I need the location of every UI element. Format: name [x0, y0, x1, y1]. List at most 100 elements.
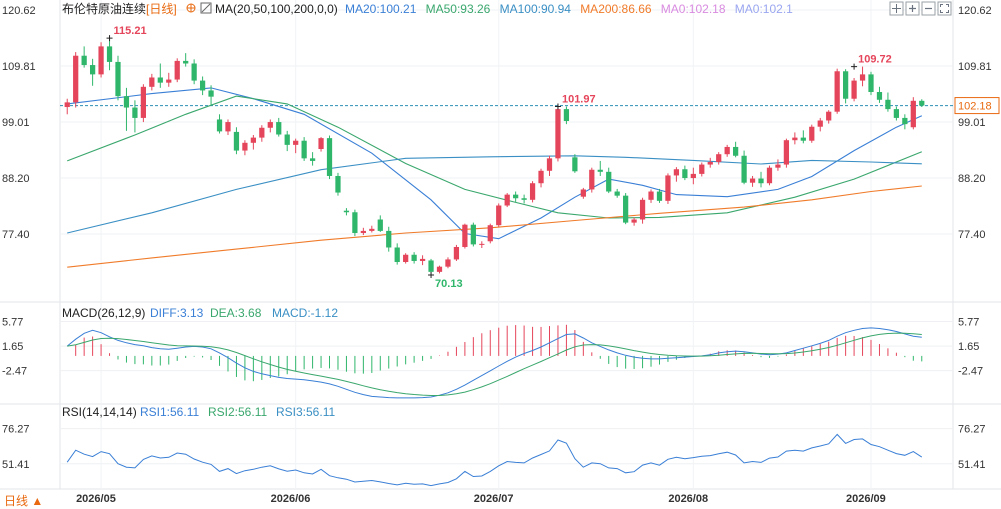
candle — [919, 99, 925, 108]
candle — [885, 92, 891, 112]
macd-dea-line — [67, 332, 922, 396]
candle — [656, 188, 663, 203]
candle-body — [614, 191, 620, 196]
indicator-toggle-icon[interactable] — [200, 2, 212, 14]
ma-legend-item: MA50:93.26 — [426, 2, 491, 16]
candle — [360, 227, 366, 236]
candle — [614, 188, 620, 198]
candle-body — [842, 71, 849, 99]
candle — [377, 215, 383, 232]
date-tick: 2026/08 — [668, 493, 708, 505]
rsi2-legend: RSI2:56.11 — [208, 405, 267, 419]
candle-body — [716, 154, 722, 162]
candle-body — [309, 158, 316, 161]
candle-body — [733, 146, 739, 156]
candle-body — [885, 99, 891, 110]
candle-body — [606, 171, 612, 192]
candle-body — [690, 173, 696, 179]
candle-body — [403, 254, 409, 263]
candle — [792, 132, 798, 145]
candle-body — [834, 71, 840, 112]
candle-body — [377, 219, 383, 231]
candle — [826, 110, 832, 124]
candle — [191, 59, 197, 85]
candle — [149, 73, 155, 91]
candle — [623, 193, 629, 225]
candle-body — [868, 74, 874, 92]
candle — [199, 76, 206, 96]
indicator-toggle-slash — [201, 3, 211, 13]
candle — [682, 165, 688, 181]
macd-macd-legend: MACD:-1.12 — [272, 306, 338, 320]
rsi3-legend: RSI3:56.11 — [276, 405, 335, 419]
candle — [64, 98, 70, 115]
settings-icon[interactable] — [186, 3, 196, 13]
candle-body — [766, 167, 773, 184]
zoom-in-icon[interactable] — [905, 1, 920, 16]
macd-dea-legend: DEA:3.68 — [210, 306, 262, 320]
candle-body — [436, 266, 443, 272]
candle-body — [191, 63, 197, 81]
candle-body — [462, 224, 468, 247]
candle-body — [623, 195, 629, 223]
candle-body — [749, 178, 756, 183]
price-tick-right: 109.81 — [958, 61, 992, 73]
candle-body — [639, 199, 646, 220]
candle — [800, 130, 806, 144]
period-button[interactable]: 日线 ▲ — [0, 491, 58, 509]
candle — [555, 106, 561, 162]
candle-body — [589, 169, 595, 190]
price-tick-right: 120.62 — [958, 5, 992, 17]
candle-body — [800, 137, 806, 141]
candle-body — [656, 191, 663, 201]
candle-body — [199, 80, 206, 91]
candle-body — [783, 140, 790, 165]
candle — [453, 244, 460, 261]
candle — [216, 114, 223, 134]
candle-body — [360, 230, 366, 233]
candle-body — [183, 60, 189, 64]
candle-body — [707, 161, 713, 165]
candle-body — [513, 194, 519, 199]
crosshair-icon[interactable] — [889, 1, 904, 16]
annotation-marker — [428, 271, 435, 278]
candle — [699, 162, 705, 177]
macd-tick-left: 1.65 — [2, 341, 23, 353]
candle — [648, 189, 654, 203]
chart-toolbar — [889, 1, 952, 16]
candle — [733, 141, 739, 158]
candle-body — [64, 102, 70, 108]
candle — [242, 140, 248, 156]
ma-legend-item: MA0:102.1 — [735, 2, 793, 16]
candle — [504, 193, 510, 208]
candle — [174, 58, 180, 83]
last-price-badge — [954, 97, 1000, 115]
candle — [479, 241, 485, 249]
candle-body — [487, 225, 493, 242]
fullscreen-icon[interactable] — [937, 1, 952, 16]
candle — [546, 155, 553, 176]
candle-body — [876, 91, 883, 100]
candle-body — [115, 61, 121, 97]
candle-body — [98, 46, 104, 75]
candle — [741, 150, 747, 185]
candle-body — [631, 219, 637, 223]
zoom-out-icon[interactable] — [921, 1, 936, 16]
candle-body — [394, 247, 400, 263]
candle — [834, 68, 840, 114]
candle-body — [208, 90, 214, 97]
candle — [98, 42, 104, 78]
candle-body — [580, 189, 586, 197]
candle-body — [81, 55, 87, 66]
date-tick: 2026/05 — [76, 493, 116, 505]
candle — [851, 78, 857, 102]
candle — [639, 197, 646, 224]
candle — [817, 117, 823, 132]
rsi-title: RSI(14,14,14) — [62, 405, 137, 419]
candle-body — [419, 258, 426, 261]
candle-body — [225, 122, 231, 132]
candle-body — [572, 157, 578, 172]
candle — [597, 160, 603, 176]
candle — [868, 71, 874, 96]
candle — [809, 124, 815, 143]
